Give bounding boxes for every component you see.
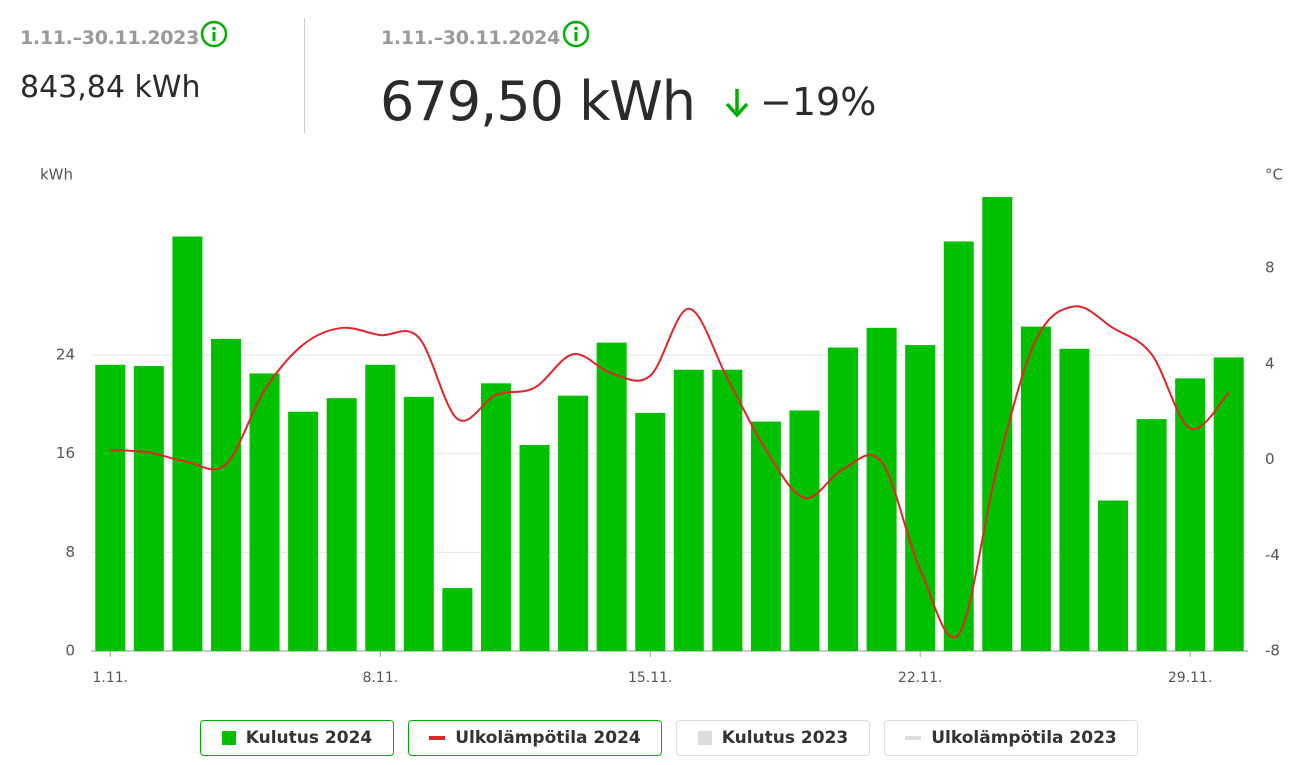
change: −19% <box>760 80 877 124</box>
legend-label: Ulkolämpötila 2024 <box>455 728 641 748</box>
bar <box>673 369 704 651</box>
chart: kWh °C 0 8 16 24 -8 -4 0 4 8 1.11. 8.11. 15.11. 22.1… <box>40 166 1283 687</box>
legend-button[interactable]: Ulkolämpötila 2023 <box>884 720 1138 756</box>
y-tick-label: 8 <box>65 543 75 561</box>
info-icon[interactable] <box>562 20 590 48</box>
legend-button[interactable]: Ulkolämpötila 2024 <box>408 720 662 756</box>
legend-swatch <box>905 736 922 740</box>
bar <box>403 396 434 651</box>
bar <box>789 410 820 651</box>
bar <box>288 411 319 651</box>
bar <box>558 395 589 651</box>
y-tick-label: 24 <box>56 345 75 363</box>
x-tick-label: 8.11. <box>362 670 398 686</box>
bar <box>480 383 511 651</box>
legend-button[interactable]: Kulutus 2024 <box>200 720 394 756</box>
previous-value: 843,84 kWh <box>20 70 201 105</box>
bar <box>442 588 473 651</box>
bar <box>635 412 666 651</box>
y2-tick-label: -4 <box>1265 546 1280 564</box>
x-tick-label: 22.11. <box>898 670 943 686</box>
legend-swatch <box>697 731 712 745</box>
bar <box>750 421 781 651</box>
legend-swatch <box>221 731 236 745</box>
y-tick-label: 16 <box>56 444 75 462</box>
x-tick-label: 15.11. <box>628 670 673 686</box>
bar <box>1020 326 1051 651</box>
bar <box>712 369 743 651</box>
legend-label: Ulkolämpötila 2023 <box>931 728 1117 748</box>
divider <box>304 18 305 133</box>
y2-axis-label: °C <box>1265 166 1283 184</box>
bar <box>905 345 936 651</box>
info-icon[interactable] <box>200 20 228 48</box>
y2-tick-label: 4 <box>1265 354 1275 372</box>
bar <box>172 236 203 651</box>
bar <box>1136 419 1167 651</box>
y2-tick-label: 8 <box>1265 259 1275 277</box>
y2-tick-label: 0 <box>1265 450 1275 468</box>
x-tick-label: 1.11. <box>92 670 128 686</box>
legend-button[interactable]: Kulutus 2023 <box>676 720 870 756</box>
bar <box>249 373 280 651</box>
bar <box>866 327 897 651</box>
bar <box>1098 500 1129 651</box>
previous-period: 1.11.–30.11.2023 <box>20 27 199 49</box>
bar <box>828 347 859 651</box>
legend-label: Kulutus 2023 <box>721 728 849 748</box>
current-value: 679,50 kWh <box>380 70 696 133</box>
y-tick-label: 0 <box>65 642 75 660</box>
bar <box>133 366 164 651</box>
current-period: 1.11.–30.11.2024 <box>381 27 560 49</box>
down-arrow <box>725 89 749 118</box>
bar <box>1175 378 1206 651</box>
bar <box>519 445 550 651</box>
bar <box>596 342 627 651</box>
bar <box>365 364 396 651</box>
temperature-line <box>110 305 1230 639</box>
bar <box>943 241 974 651</box>
legend-label: Kulutus 2024 <box>245 728 373 748</box>
bar <box>1059 348 1090 651</box>
y-axis-label: kWh <box>40 166 73 184</box>
bar <box>1213 357 1244 651</box>
x-tick-label: 29.11. <box>1168 670 1213 686</box>
bar <box>326 398 357 651</box>
y2-tick-label: -8 <box>1265 642 1280 660</box>
bar <box>210 338 241 651</box>
bar <box>95 364 126 651</box>
legend-swatch <box>429 736 446 740</box>
bar <box>982 197 1013 651</box>
